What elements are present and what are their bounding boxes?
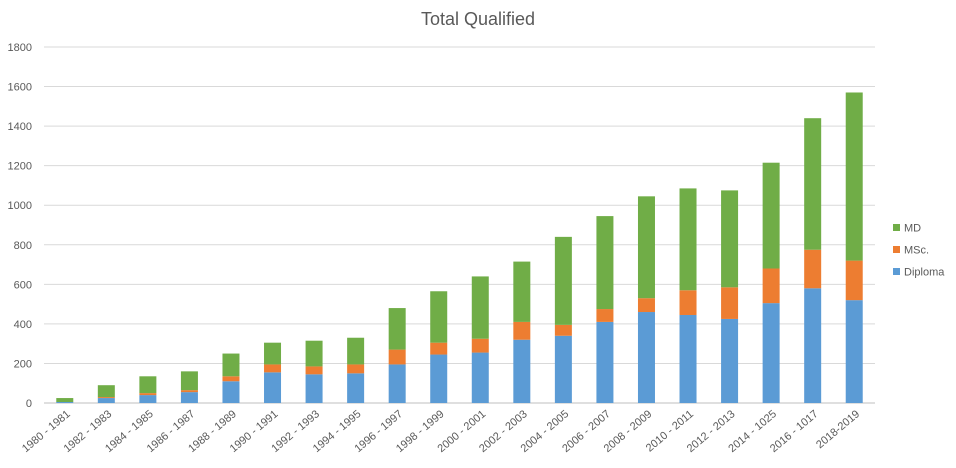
bar-msc bbox=[347, 364, 365, 374]
bar-diploma bbox=[471, 352, 489, 403]
bar-diploma bbox=[596, 321, 614, 403]
legend-swatch bbox=[893, 224, 900, 231]
bar-msc bbox=[180, 390, 198, 393]
y-tick-label: 1600 bbox=[8, 82, 32, 94]
bar-diploma bbox=[554, 335, 572, 403]
bar-msc bbox=[721, 287, 739, 319]
bar-diploma bbox=[56, 402, 74, 403]
y-tick-label: 1400 bbox=[8, 121, 32, 133]
bar-msc bbox=[596, 309, 614, 322]
bar-md bbox=[845, 92, 863, 261]
y-tick-label: 1200 bbox=[8, 161, 32, 173]
bar-msc bbox=[554, 324, 572, 336]
bar-md bbox=[264, 342, 282, 365]
bar-md bbox=[596, 216, 614, 310]
chart-title: Total Qualified bbox=[421, 9, 535, 29]
bar-md bbox=[471, 276, 489, 339]
y-tick-label: 1000 bbox=[8, 200, 32, 212]
bar-msc bbox=[471, 338, 489, 353]
bar-diploma bbox=[347, 373, 365, 403]
bar-md bbox=[388, 308, 406, 350]
bar-diploma bbox=[139, 395, 157, 403]
bar-md bbox=[762, 162, 780, 269]
bar-msc bbox=[679, 290, 697, 315]
bar-md bbox=[347, 337, 365, 365]
bar-md bbox=[97, 385, 115, 398]
y-tick-label: 0 bbox=[26, 398, 32, 410]
legend-swatch bbox=[893, 246, 900, 253]
bar-msc bbox=[804, 249, 822, 289]
bar-diploma bbox=[513, 339, 531, 403]
bar-msc bbox=[222, 376, 240, 382]
bar-diploma bbox=[388, 364, 406, 403]
legend: MD MSc. Diploma bbox=[893, 223, 945, 279]
bar-md bbox=[180, 371, 198, 391]
bar-msc bbox=[305, 366, 323, 375]
bar-md bbox=[554, 236, 572, 325]
bar-md bbox=[721, 190, 739, 288]
bars bbox=[56, 92, 863, 403]
bar-msc bbox=[762, 268, 780, 304]
x-tick-label: 2018-2019 bbox=[814, 408, 862, 451]
bar-msc bbox=[845, 260, 863, 301]
bar-diploma bbox=[180, 392, 198, 403]
bar-msc bbox=[264, 364, 282, 373]
bar-md bbox=[679, 188, 697, 291]
y-axis-ticks: 0 200 400 600 800 1000 1200 1400 1600 1800 bbox=[8, 42, 32, 410]
y-tick-label: 200 bbox=[14, 358, 32, 370]
bar-diploma bbox=[721, 318, 739, 403]
bar-diploma bbox=[430, 354, 448, 403]
bar-md bbox=[804, 118, 822, 250]
bar-msc bbox=[97, 397, 115, 399]
gridlines bbox=[44, 46, 875, 404]
bar-md bbox=[222, 353, 240, 377]
legend-label: MSc. bbox=[904, 245, 929, 257]
bar-md bbox=[139, 376, 157, 394]
bar-diploma bbox=[637, 312, 655, 403]
bar-diploma bbox=[804, 288, 822, 403]
bar-msc bbox=[637, 298, 655, 313]
legend-label: MD bbox=[904, 223, 921, 235]
bar-diploma bbox=[845, 300, 863, 403]
legend-label: Diploma bbox=[904, 267, 945, 279]
bar-diploma bbox=[762, 303, 780, 403]
bar-diploma bbox=[264, 372, 282, 403]
bar-msc bbox=[430, 342, 448, 355]
bar-diploma bbox=[305, 374, 323, 403]
legend-swatch bbox=[893, 268, 900, 275]
bar-msc bbox=[513, 321, 531, 340]
bar-md bbox=[637, 196, 655, 299]
y-tick-label: 400 bbox=[14, 319, 32, 331]
y-tick-label: 600 bbox=[14, 279, 32, 291]
bar-diploma bbox=[97, 398, 115, 403]
bar-diploma bbox=[222, 381, 240, 403]
bar-md bbox=[305, 340, 323, 367]
y-tick-label: 800 bbox=[14, 240, 32, 252]
bar-md bbox=[430, 291, 448, 343]
bar-md bbox=[513, 261, 531, 322]
bar-md bbox=[56, 398, 74, 403]
y-tick-label: 1800 bbox=[8, 42, 32, 54]
bar-msc bbox=[139, 393, 157, 396]
bar-diploma bbox=[679, 314, 697, 403]
bar-msc bbox=[388, 349, 406, 365]
